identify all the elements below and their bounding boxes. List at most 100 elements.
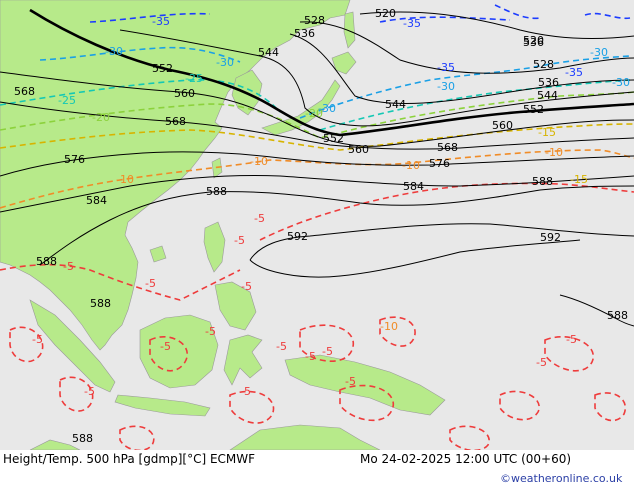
hainan [149, 245, 167, 263]
height-contour-544 [119, 29, 634, 127]
height-label: 568 [14, 85, 35, 98]
height-label: 588 [206, 185, 227, 198]
temperature-labels: -35-30-30-25-25-20 -20-10-10-5-5-5-5-5-5-… [32, 15, 630, 398]
height-label: 576 [64, 153, 85, 166]
temperature-label: -30 [318, 102, 336, 115]
temp-contour-minus5-north [259, 182, 634, 241]
height-label: 520 [523, 34, 544, 47]
height-label: 560 [348, 143, 369, 156]
temperature-label: -5 [566, 333, 577, 346]
temperature-label: -5 [305, 350, 316, 363]
temperature-label: -15 [570, 173, 588, 186]
height-contours [0, 8, 634, 327]
height-label: 536 [294, 27, 315, 40]
height-contour-536 [289, 33, 634, 105]
temperature-label: -5 [145, 277, 156, 290]
temperature-label: -10 [116, 173, 134, 186]
temp-contour-minus10 [0, 149, 634, 209]
temperature-contours [0, 4, 634, 452]
visayas-mindanao [214, 281, 257, 331]
height-label: 588 [607, 309, 628, 322]
footer-background [0, 450, 634, 490]
temp-contour-minus5-cells-c [449, 335, 627, 452]
java [114, 394, 211, 417]
height-label: 552 [523, 103, 544, 116]
height-label: 588 [72, 432, 93, 445]
luzon [203, 221, 226, 273]
height-contour-592-loop [249, 239, 581, 278]
temperature-label: -20 [305, 107, 323, 120]
temperature-label: -35 [565, 66, 583, 79]
temp-contour-minus5-cells-a [9, 326, 275, 424]
temperature-label: -30 [216, 56, 234, 69]
temperature-label: -5 [345, 375, 356, 388]
temperature-label: -10 [380, 320, 398, 333]
valid-datetime: Mo 24-02-2025 12:00 UTC (00+60) [360, 452, 572, 466]
temperature-label: -30 [590, 46, 608, 59]
temperature-label: -10 [250, 155, 268, 168]
map-title: Height/Temp. 500 hPa [gdmp][°C] ECMWF [3, 452, 256, 466]
sumatra [29, 299, 116, 393]
height-contour-560 [0, 71, 634, 147]
height-contour-568 [0, 101, 634, 150]
temperature-label: -5 [205, 325, 216, 338]
temperature-label: -30 [612, 76, 630, 89]
temperature-label: -5 [32, 333, 43, 346]
temperature-label: -5 [322, 345, 333, 358]
temperature-label: -5 [240, 385, 251, 398]
height-contour-552 [29, 8, 634, 137]
weatheronline-credit-link[interactable]: ©weatheronline.co.uk [500, 472, 623, 485]
japan-hokkaido [331, 51, 357, 75]
height-label: 588 [532, 175, 553, 188]
height-label: 544 [537, 89, 558, 102]
height-label: 528 [304, 14, 325, 27]
temp-contour-minus25-east [319, 79, 631, 131]
height-label: 592 [540, 231, 561, 244]
temperature-label: -20 [92, 111, 110, 124]
sulawesi [223, 334, 263, 386]
height-label: 592 [287, 230, 308, 243]
temperature-label: -10 [545, 146, 563, 159]
height-contour-588-southeast [559, 294, 634, 327]
temperature-label: -35 [403, 17, 421, 30]
height-label: 544 [258, 46, 279, 59]
height-label: 584 [403, 180, 424, 193]
height-label: 588 [36, 255, 57, 268]
temperature-label: -35 [437, 61, 455, 74]
temperature-label: -5 [536, 356, 547, 369]
temperature-label: -25 [185, 72, 203, 85]
temperature-label: -5 [84, 385, 95, 398]
height-contour-592 [249, 223, 634, 261]
height-label: 536 [523, 36, 544, 49]
temperature-label: -10 [402, 159, 420, 172]
height-label: 568 [165, 115, 186, 128]
temperature-label: -35 [152, 15, 170, 28]
temp-contour-minus25-west [0, 78, 281, 113]
height-label: 576 [429, 157, 450, 170]
temperature-label: -30 [437, 80, 455, 93]
temperature-label: -5 [160, 340, 171, 353]
height-label: 568 [437, 141, 458, 154]
height-label: 588 [90, 297, 111, 310]
height-contour-520 [359, 11, 634, 39]
temperature-label: -15 [538, 126, 556, 139]
temp-contour-minus35-west [89, 12, 211, 23]
height-label: 520 [375, 7, 396, 20]
height-label: 552 [323, 132, 344, 145]
height-contour-576 [0, 151, 634, 177]
height-label: 560 [174, 87, 195, 100]
temperature-label: -5 [276, 340, 287, 353]
height-contour-528 [299, 21, 634, 74]
height-label: 560 [492, 119, 513, 132]
temp-contour-minus15 [0, 123, 634, 151]
height-labels: 5685525605445285365205765685845885925365… [14, 7, 628, 445]
temp-contour-minus30-west [39, 46, 241, 63]
height-contour-588 [39, 185, 634, 266]
temp-contour-minus35-east [379, 4, 631, 23]
temp-contour-minus20 [0, 91, 634, 139]
temperature-label: -5 [254, 212, 265, 225]
asia-mainland [0, 0, 351, 351]
temp-contour-minus5-west [0, 263, 241, 301]
temperature-label: -25 [58, 94, 76, 107]
